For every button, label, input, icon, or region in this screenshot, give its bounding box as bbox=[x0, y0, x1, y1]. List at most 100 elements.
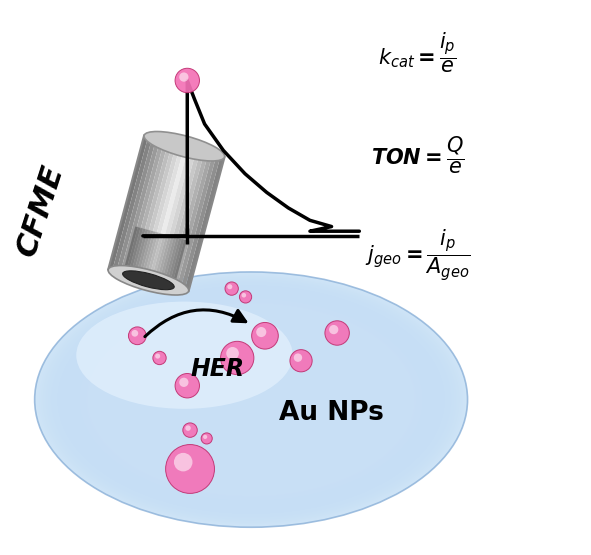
Text: HER: HER bbox=[191, 357, 245, 381]
Text: CFME: CFME bbox=[12, 162, 69, 260]
Circle shape bbox=[220, 341, 254, 375]
Polygon shape bbox=[108, 135, 148, 271]
Circle shape bbox=[179, 72, 189, 82]
Circle shape bbox=[239, 291, 252, 303]
Ellipse shape bbox=[61, 288, 440, 511]
Ellipse shape bbox=[123, 271, 174, 290]
Polygon shape bbox=[132, 142, 172, 277]
Polygon shape bbox=[171, 240, 187, 287]
Text: $\boldsymbol{j_{geo} = \dfrac{i_p}{A_{geo}}}$: $\boldsymbol{j_{geo} = \dfrac{i_p}{A_{ge… bbox=[365, 228, 470, 283]
Circle shape bbox=[175, 374, 200, 398]
Circle shape bbox=[155, 354, 160, 359]
Polygon shape bbox=[154, 235, 168, 282]
Circle shape bbox=[325, 321, 349, 345]
Polygon shape bbox=[125, 227, 141, 275]
Polygon shape bbox=[128, 228, 143, 275]
Circle shape bbox=[252, 322, 278, 349]
Text: $\boldsymbol{TON = \dfrac{Q}{e}}$: $\boldsymbol{TON = \dfrac{Q}{e}}$ bbox=[371, 135, 465, 176]
Polygon shape bbox=[143, 232, 158, 280]
Ellipse shape bbox=[76, 301, 293, 409]
Polygon shape bbox=[161, 237, 177, 284]
Ellipse shape bbox=[59, 286, 443, 513]
Polygon shape bbox=[177, 154, 216, 289]
Ellipse shape bbox=[50, 281, 453, 518]
Ellipse shape bbox=[108, 265, 189, 295]
Ellipse shape bbox=[80, 299, 421, 500]
Circle shape bbox=[201, 433, 212, 444]
Polygon shape bbox=[168, 152, 209, 287]
Polygon shape bbox=[124, 140, 164, 275]
Circle shape bbox=[329, 325, 338, 334]
Ellipse shape bbox=[85, 301, 417, 498]
Ellipse shape bbox=[55, 284, 447, 515]
FancyArrowPatch shape bbox=[145, 310, 246, 337]
Polygon shape bbox=[141, 144, 180, 279]
Ellipse shape bbox=[63, 289, 439, 511]
Ellipse shape bbox=[56, 285, 446, 514]
Polygon shape bbox=[116, 138, 156, 273]
Polygon shape bbox=[141, 231, 156, 279]
Circle shape bbox=[290, 350, 312, 372]
Circle shape bbox=[128, 327, 146, 345]
Polygon shape bbox=[156, 235, 171, 283]
Polygon shape bbox=[167, 238, 181, 286]
Polygon shape bbox=[184, 156, 225, 291]
Polygon shape bbox=[123, 226, 138, 274]
Ellipse shape bbox=[86, 302, 416, 497]
Ellipse shape bbox=[40, 275, 462, 524]
Ellipse shape bbox=[48, 280, 454, 519]
Ellipse shape bbox=[71, 294, 431, 506]
Ellipse shape bbox=[69, 292, 434, 507]
Ellipse shape bbox=[41, 276, 461, 523]
Polygon shape bbox=[144, 145, 184, 280]
Circle shape bbox=[228, 284, 232, 289]
Ellipse shape bbox=[78, 297, 424, 502]
Ellipse shape bbox=[75, 296, 427, 503]
Ellipse shape bbox=[35, 272, 467, 527]
Polygon shape bbox=[164, 150, 204, 286]
Ellipse shape bbox=[66, 290, 436, 509]
Polygon shape bbox=[181, 155, 220, 290]
Polygon shape bbox=[169, 239, 184, 286]
Circle shape bbox=[153, 351, 166, 365]
Polygon shape bbox=[148, 233, 164, 281]
Ellipse shape bbox=[73, 294, 430, 505]
Polygon shape bbox=[128, 141, 168, 276]
Ellipse shape bbox=[83, 301, 419, 498]
Polygon shape bbox=[157, 148, 196, 284]
Circle shape bbox=[226, 347, 239, 360]
Polygon shape bbox=[131, 229, 145, 276]
Polygon shape bbox=[152, 147, 193, 282]
Text: Au NPs: Au NPs bbox=[279, 401, 384, 426]
Polygon shape bbox=[159, 236, 174, 284]
Ellipse shape bbox=[60, 287, 442, 512]
Polygon shape bbox=[133, 229, 148, 277]
Circle shape bbox=[131, 330, 138, 337]
Polygon shape bbox=[151, 234, 166, 281]
Circle shape bbox=[203, 435, 207, 439]
Ellipse shape bbox=[47, 279, 456, 520]
Ellipse shape bbox=[44, 278, 458, 522]
Text: $\boldsymbol{k_{cat} = \dfrac{i_p}{e}}$: $\boldsymbol{k_{cat} = \dfrac{i_p}{e}}$ bbox=[378, 31, 457, 75]
Polygon shape bbox=[161, 149, 200, 285]
Ellipse shape bbox=[70, 292, 433, 507]
Ellipse shape bbox=[36, 273, 466, 527]
Circle shape bbox=[174, 453, 193, 471]
Circle shape bbox=[242, 293, 246, 297]
Circle shape bbox=[256, 327, 267, 337]
Ellipse shape bbox=[64, 290, 438, 509]
Circle shape bbox=[183, 423, 197, 437]
Ellipse shape bbox=[77, 297, 426, 502]
Ellipse shape bbox=[79, 298, 423, 501]
Ellipse shape bbox=[87, 303, 415, 496]
Ellipse shape bbox=[52, 282, 450, 517]
Polygon shape bbox=[121, 139, 160, 274]
Circle shape bbox=[179, 377, 189, 387]
Ellipse shape bbox=[37, 274, 465, 526]
Polygon shape bbox=[135, 230, 151, 278]
Circle shape bbox=[225, 282, 238, 295]
Polygon shape bbox=[173, 153, 213, 288]
Ellipse shape bbox=[144, 132, 225, 161]
Circle shape bbox=[165, 445, 215, 493]
Polygon shape bbox=[164, 238, 179, 285]
